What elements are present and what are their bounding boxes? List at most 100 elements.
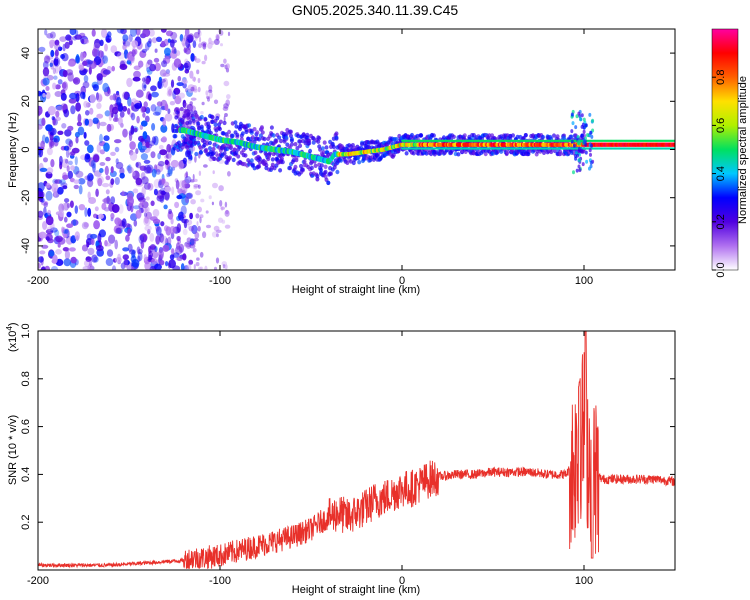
noise-blob	[102, 82, 109, 93]
noise-blob	[52, 67, 57, 75]
noise-blob	[199, 251, 204, 258]
noise-blob	[45, 136, 49, 144]
spectrogram-marks	[38, 29, 675, 270]
noise-blob	[117, 116, 123, 126]
noise-blob	[154, 48, 158, 53]
noise-blob	[198, 43, 203, 49]
noise-blob	[40, 266, 46, 270]
noise-blob	[62, 174, 69, 180]
disturbance-blob	[582, 117, 586, 122]
noise-blob	[67, 60, 76, 67]
disturbance-blob	[579, 117, 583, 122]
noise-blob	[190, 97, 197, 101]
ridge-envelope	[238, 145, 242, 150]
noise-blob	[145, 77, 150, 85]
noise-blob	[117, 253, 121, 262]
noise-blob	[128, 249, 137, 255]
noise-blob	[159, 260, 165, 266]
noise-blob	[49, 227, 58, 233]
noise-blob	[91, 237, 95, 246]
ridge-envelope	[191, 118, 196, 123]
noise-blob	[165, 30, 174, 37]
ridge-envelope	[319, 163, 324, 168]
noise-blob	[55, 110, 60, 118]
noise-blob	[92, 117, 99, 124]
noise-blob	[63, 232, 67, 239]
ridge-envelope	[376, 152, 381, 157]
noise-blob	[152, 218, 161, 224]
noise-blob	[99, 121, 107, 127]
noise-blob	[106, 123, 112, 133]
disturbance-blob	[586, 133, 589, 138]
noise-blob	[50, 266, 59, 270]
ridge-envelope	[404, 151, 409, 156]
ridge-envelope	[499, 149, 504, 154]
ridge-envelope	[259, 125, 264, 130]
noise-blob	[223, 103, 229, 109]
x-tick-label: -200	[27, 275, 49, 287]
noise-blob	[164, 159, 169, 166]
noise-blob	[162, 77, 168, 88]
noise-blob	[102, 55, 109, 64]
noise-blob	[135, 29, 141, 36]
noise-blob	[38, 146, 42, 156]
spectrogram-x-ticks: -200 -100 0 100	[27, 29, 593, 287]
noise-blob	[161, 136, 167, 143]
x-tick-label: 100	[575, 275, 593, 287]
noise-blob	[141, 145, 147, 151]
noise-blob	[176, 223, 182, 233]
noise-blob	[167, 236, 172, 246]
y-tick-label: 0.4	[20, 467, 32, 482]
noise-blob	[188, 225, 194, 232]
disturbance-blob	[575, 114, 579, 119]
noise-blob	[167, 169, 173, 177]
noise-blob	[68, 140, 74, 148]
x-tick-label: -200	[27, 575, 49, 587]
noise-blob	[151, 37, 157, 44]
noise-blob	[206, 95, 210, 100]
noise-blob	[150, 151, 156, 159]
noise-blob	[148, 38, 152, 44]
ridge-envelope	[279, 138, 283, 144]
noise-blob	[149, 244, 156, 250]
noise-blob	[62, 185, 68, 190]
noise-blob	[224, 201, 228, 208]
noise-blob	[190, 199, 196, 205]
noise-blob	[43, 206, 47, 216]
y-tick-label: 0	[20, 146, 32, 152]
noise-blob	[127, 243, 133, 252]
noise-blob	[185, 171, 189, 178]
noise-blob	[69, 92, 78, 100]
ridge-envelope	[180, 145, 185, 150]
noise-blob	[105, 175, 111, 181]
noise-blob	[105, 189, 110, 195]
noise-blob	[171, 46, 177, 54]
noise-blob	[224, 224, 231, 229]
noise-blob	[158, 178, 163, 186]
ridge-envelope	[175, 110, 180, 115]
noise-blob	[190, 238, 197, 245]
ridge-envelope	[257, 164, 262, 169]
noise-blob	[90, 233, 98, 239]
noise-blob	[97, 50, 104, 58]
noise-blob	[165, 69, 170, 75]
noise-blob	[166, 143, 172, 153]
noise-blob	[88, 157, 95, 167]
noise-blob	[131, 49, 136, 57]
noise-blob	[99, 39, 104, 46]
noise-blob	[73, 77, 81, 85]
disturbance-blob	[589, 130, 593, 135]
ridge-envelope	[462, 133, 467, 138]
noise-blob	[151, 136, 157, 144]
noise-blob	[42, 67, 50, 77]
ridge-envelope	[188, 120, 192, 125]
noise-blob	[68, 160, 73, 166]
noise-blob	[184, 243, 189, 248]
noise-blob	[38, 256, 44, 263]
noise-blob	[87, 191, 91, 200]
noise-blob	[166, 172, 171, 178]
noise-blob	[101, 202, 107, 210]
noise-blob	[104, 110, 111, 117]
noise-blob	[129, 29, 137, 37]
noise-blob	[132, 76, 141, 82]
